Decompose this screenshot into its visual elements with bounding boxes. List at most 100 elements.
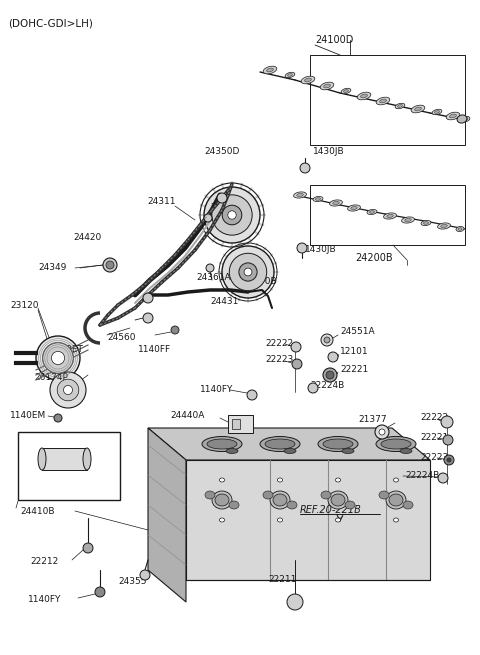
Ellipse shape bbox=[386, 491, 406, 509]
Circle shape bbox=[300, 163, 310, 173]
Circle shape bbox=[206, 264, 214, 272]
Ellipse shape bbox=[83, 448, 91, 470]
Circle shape bbox=[222, 205, 242, 225]
Ellipse shape bbox=[294, 192, 306, 198]
Ellipse shape bbox=[285, 72, 295, 78]
Ellipse shape bbox=[376, 436, 416, 451]
Circle shape bbox=[287, 594, 303, 610]
Ellipse shape bbox=[287, 501, 297, 509]
Ellipse shape bbox=[434, 111, 439, 113]
Circle shape bbox=[323, 368, 337, 382]
Ellipse shape bbox=[297, 193, 303, 196]
Text: 24410B: 24410B bbox=[20, 508, 55, 517]
Text: 24350D: 24350D bbox=[204, 147, 240, 157]
Text: 22223: 22223 bbox=[265, 356, 293, 364]
Text: 22212: 22212 bbox=[30, 557, 58, 567]
Ellipse shape bbox=[265, 439, 295, 449]
Ellipse shape bbox=[446, 112, 460, 120]
Ellipse shape bbox=[464, 118, 468, 121]
Circle shape bbox=[63, 386, 72, 394]
Ellipse shape bbox=[342, 449, 354, 453]
Ellipse shape bbox=[336, 518, 340, 522]
Circle shape bbox=[51, 351, 65, 365]
Ellipse shape bbox=[301, 76, 315, 84]
Text: 21377: 21377 bbox=[358, 415, 386, 424]
Text: 24370B: 24370B bbox=[242, 278, 276, 286]
Bar bbox=[310, 185, 465, 245]
Ellipse shape bbox=[394, 478, 398, 482]
Circle shape bbox=[103, 258, 117, 272]
Ellipse shape bbox=[403, 501, 413, 509]
Circle shape bbox=[444, 455, 454, 465]
Bar bbox=[228, 415, 253, 433]
Circle shape bbox=[321, 334, 333, 346]
Ellipse shape bbox=[344, 90, 348, 92]
Ellipse shape bbox=[323, 439, 353, 449]
Ellipse shape bbox=[379, 491, 389, 499]
Ellipse shape bbox=[345, 501, 355, 509]
Text: 24412E: 24412E bbox=[38, 464, 72, 472]
Ellipse shape bbox=[207, 439, 237, 449]
Bar bbox=[232, 419, 240, 429]
Ellipse shape bbox=[277, 478, 283, 482]
Ellipse shape bbox=[395, 103, 405, 109]
Circle shape bbox=[328, 352, 338, 362]
Text: 24200B: 24200B bbox=[355, 253, 393, 263]
Text: 1430JB: 1430JB bbox=[313, 147, 345, 157]
Text: 24311: 24311 bbox=[147, 198, 176, 206]
Ellipse shape bbox=[320, 82, 334, 90]
Polygon shape bbox=[148, 428, 186, 602]
Circle shape bbox=[379, 429, 385, 435]
Ellipse shape bbox=[367, 210, 377, 215]
Ellipse shape bbox=[38, 448, 46, 470]
Ellipse shape bbox=[341, 88, 351, 94]
Bar bbox=[18, 432, 120, 500]
Ellipse shape bbox=[288, 73, 292, 77]
Ellipse shape bbox=[348, 205, 360, 211]
Ellipse shape bbox=[318, 436, 358, 451]
Ellipse shape bbox=[438, 223, 450, 229]
Circle shape bbox=[229, 253, 267, 291]
Circle shape bbox=[95, 587, 105, 597]
Text: 24560: 24560 bbox=[107, 333, 135, 343]
Circle shape bbox=[247, 390, 257, 400]
Text: 1140FF: 1140FF bbox=[138, 345, 171, 354]
Ellipse shape bbox=[405, 219, 411, 221]
Ellipse shape bbox=[415, 107, 421, 111]
Circle shape bbox=[50, 372, 86, 408]
Circle shape bbox=[324, 337, 330, 343]
Ellipse shape bbox=[273, 494, 287, 506]
Text: 24431: 24431 bbox=[210, 297, 239, 307]
Text: 23120: 23120 bbox=[10, 301, 38, 310]
Text: 24361A: 24361A bbox=[210, 202, 245, 212]
Circle shape bbox=[447, 458, 451, 462]
Text: 26174P: 26174P bbox=[34, 373, 68, 383]
Circle shape bbox=[291, 342, 301, 352]
Text: 24440A: 24440A bbox=[170, 411, 204, 419]
Text: 1140ET: 1140ET bbox=[50, 345, 84, 354]
Ellipse shape bbox=[397, 105, 402, 107]
Ellipse shape bbox=[389, 494, 403, 506]
Text: 22222: 22222 bbox=[265, 339, 293, 348]
Circle shape bbox=[443, 435, 453, 445]
Circle shape bbox=[204, 214, 212, 222]
Ellipse shape bbox=[456, 227, 464, 231]
Ellipse shape bbox=[328, 491, 348, 509]
Ellipse shape bbox=[263, 491, 273, 499]
Text: 24100D: 24100D bbox=[315, 35, 353, 45]
Polygon shape bbox=[186, 460, 430, 580]
Ellipse shape bbox=[219, 518, 225, 522]
Ellipse shape bbox=[458, 228, 462, 231]
Circle shape bbox=[204, 187, 260, 243]
Ellipse shape bbox=[441, 225, 447, 227]
Ellipse shape bbox=[315, 198, 321, 200]
Ellipse shape bbox=[212, 491, 232, 509]
Text: 22221: 22221 bbox=[340, 365, 368, 375]
Circle shape bbox=[143, 313, 153, 323]
Circle shape bbox=[171, 326, 179, 334]
Ellipse shape bbox=[324, 84, 330, 88]
Text: 24361A: 24361A bbox=[196, 274, 230, 282]
Circle shape bbox=[57, 379, 79, 401]
Ellipse shape bbox=[333, 202, 339, 204]
Circle shape bbox=[140, 570, 150, 580]
